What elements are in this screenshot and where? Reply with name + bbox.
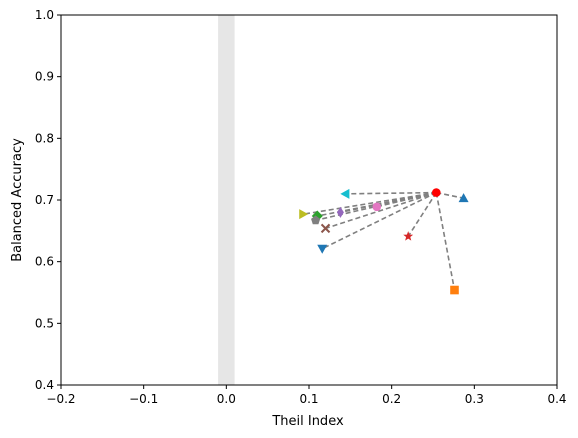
data-point <box>311 215 321 225</box>
x-tick-label: 0.2 <box>382 392 401 406</box>
shaded-band <box>218 15 235 385</box>
x-tick-label: 0.4 <box>547 392 566 406</box>
connector-line <box>325 191 437 230</box>
x-axis: −0.2 −0.1 0.0 0.1 0.2 0.3 0.4 <box>46 385 567 406</box>
x-tick-label: 0.3 <box>465 392 484 406</box>
data-point <box>336 206 344 218</box>
y-axis-label: Balanced Accuracy <box>10 138 25 262</box>
x-axis-label: Theil Index <box>271 414 344 429</box>
connector-line <box>435 192 456 291</box>
connector-line <box>407 192 437 237</box>
data-point <box>299 209 309 220</box>
data-point <box>317 244 328 254</box>
data-point <box>458 193 469 203</box>
y-tick-label: 1.0 <box>35 8 54 22</box>
connector-line <box>303 191 437 215</box>
x-tick-label: 0.1 <box>299 392 318 406</box>
data-point <box>450 285 459 295</box>
y-tick-label: 0.8 <box>35 131 54 145</box>
data-point <box>340 188 350 199</box>
y-tick-label: 0.6 <box>35 255 54 269</box>
data-point <box>403 231 414 241</box>
connector-line <box>321 191 437 250</box>
plot-area <box>60 14 558 386</box>
connector-lines <box>303 191 464 291</box>
x-tick-label: 0.0 <box>217 392 236 406</box>
connector-line <box>436 191 464 199</box>
y-tick-label: 0.4 <box>35 378 54 392</box>
y-tick-label: 0.7 <box>35 193 54 207</box>
y-tick-label: 0.5 <box>35 316 54 330</box>
connector-line <box>345 191 437 195</box>
baseline-point <box>432 188 441 197</box>
x-tick-label: −0.1 <box>129 392 158 406</box>
connector-line <box>315 191 437 222</box>
y-tick-label: 0.9 <box>35 70 54 84</box>
data-markers <box>299 188 469 295</box>
data-point <box>320 223 331 234</box>
x-tick-label: −0.2 <box>46 392 75 406</box>
data-point <box>372 202 382 212</box>
y-axis: 0.4 0.5 0.6 0.7 0.8 0.9 1.0 <box>35 8 61 392</box>
